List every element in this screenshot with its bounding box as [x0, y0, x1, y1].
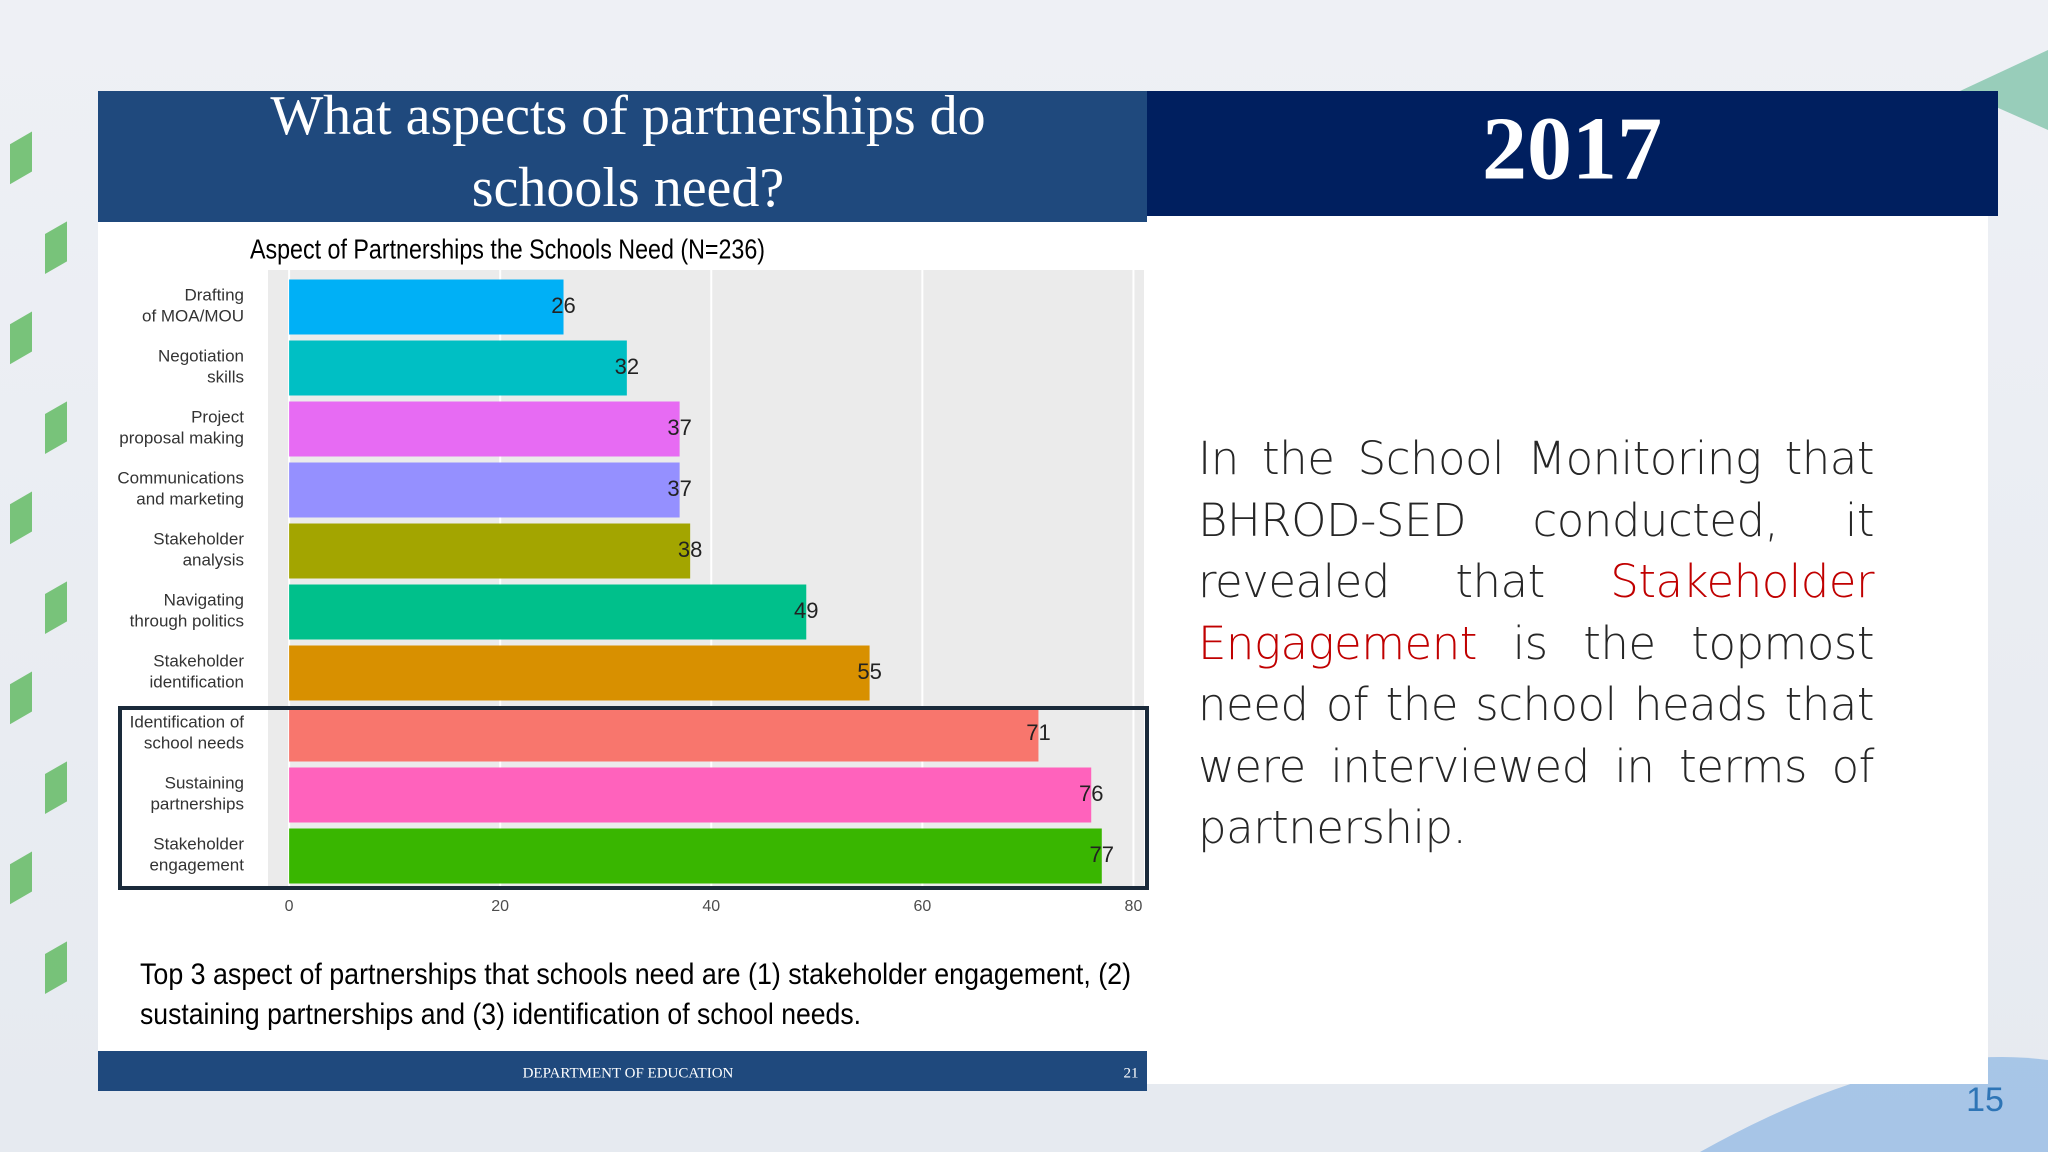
value-label: 77: [1090, 842, 1114, 867]
right-header: [1147, 91, 1998, 216]
y-tick-label: Identification of school needs: [130, 713, 245, 753]
x-tick-label: 80: [1125, 898, 1143, 915]
y-tick-label: Sustaining partnerships: [150, 774, 244, 814]
highlight-box: [118, 706, 1149, 890]
caption: Top 3 aspect of partnerships that school…: [140, 958, 1131, 1031]
value-label: 37: [667, 476, 691, 501]
bar: [289, 645, 870, 701]
value-label: 26: [551, 293, 575, 318]
bar: [289, 767, 1092, 823]
header-title: What aspects of partnerships do schools n…: [270, 85, 985, 219]
left-header: [98, 91, 1147, 222]
value-label: 38: [678, 537, 702, 562]
footer-bar: [98, 1051, 1147, 1091]
page-number: 15: [1966, 1081, 2004, 1119]
y-tick-label: Project proposal making: [119, 408, 244, 448]
y-tick-label: Stakeholder analysis: [153, 530, 244, 570]
footer-page: 21: [1124, 1065, 1139, 1081]
chart-title: Aspect of Partnerships the Schools Need …: [250, 233, 765, 264]
bar: [289, 279, 564, 335]
value-label: 49: [794, 598, 818, 623]
bar: [289, 523, 691, 579]
y-tick-label: Navigating through politics: [130, 591, 244, 631]
bar: [289, 706, 1039, 762]
value-label: 76: [1079, 781, 1103, 806]
bar: [289, 828, 1102, 884]
bar: [289, 462, 680, 518]
year: 2017: [1482, 100, 1662, 199]
value-label: 55: [857, 659, 881, 684]
value-label: 37: [667, 415, 691, 440]
x-tick-label: 20: [491, 898, 509, 915]
y-tick-label: Stakeholder identification: [149, 652, 244, 692]
bar: [289, 401, 680, 457]
x-tick-label: 60: [913, 898, 931, 915]
x-tick-label: 40: [702, 898, 720, 915]
value-label: 32: [615, 354, 639, 379]
paragraph-text: In the School Monitoring that BHROD-SED …: [1198, 432, 1875, 608]
paragraph-highlight: Stakeholder Engagement: [1198, 555, 1875, 670]
paragraph: In the School Monitoring that BHROD-SED …: [1198, 428, 1875, 859]
y-tick-label: Negotiation skills: [158, 347, 244, 387]
footer: DEPARTMENT OF EDUCATION: [523, 1065, 734, 1081]
y-tick-label: Drafting of MOA/MOU: [142, 286, 244, 326]
bar: [289, 340, 627, 396]
x-tick-label: 0: [285, 898, 294, 915]
paragraph-text: is the topmost need of the school heads …: [1198, 616, 1875, 855]
y-tick-label: Communications and marketing: [117, 469, 244, 509]
bar: [289, 584, 807, 640]
right-panel: [1147, 216, 1988, 1084]
y-tick-label: Stakeholder engagement: [149, 835, 244, 875]
value-label: 71: [1026, 720, 1050, 745]
